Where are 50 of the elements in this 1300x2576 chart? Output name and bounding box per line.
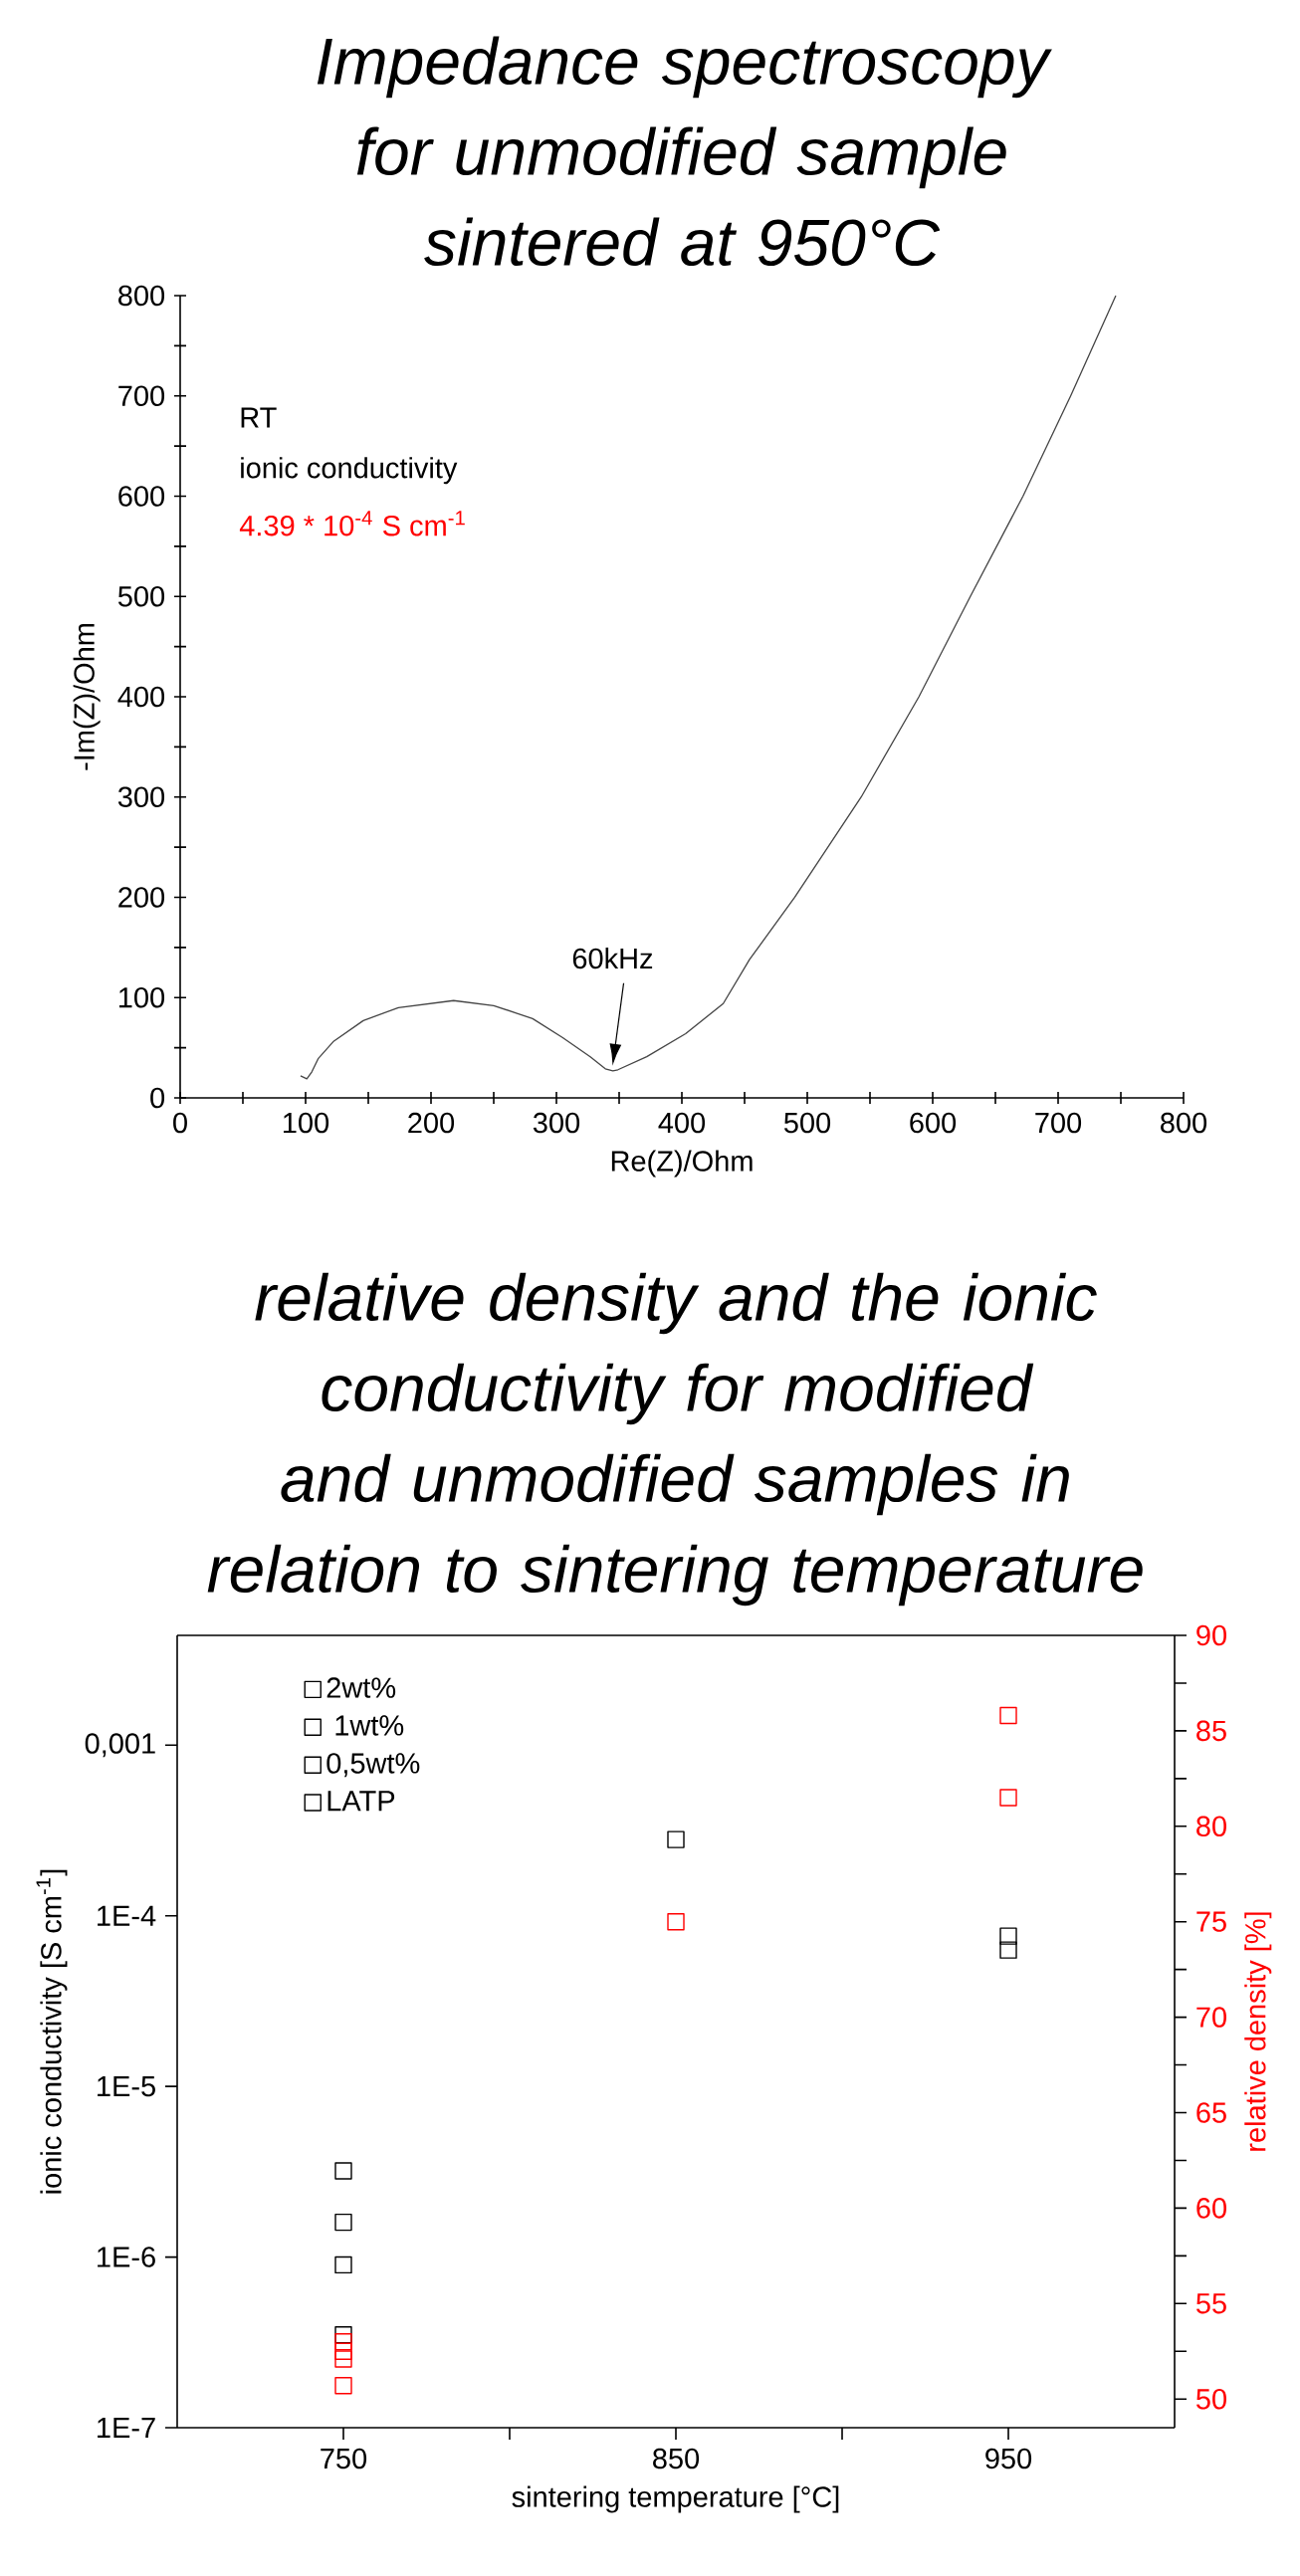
y-axis-title: -Im(Z)/Ohm bbox=[73, 623, 101, 770]
chart-title: relative density and the ionic conductivity for modified and unmodified samples in relation to sintering temperature bbox=[207, 1272, 1143, 1607]
x-tick-label: 850 bbox=[653, 2448, 700, 2469]
x-tick-label: 300 bbox=[533, 1112, 580, 1134]
y-tick-label: 100 bbox=[118, 986, 165, 1008]
y-tick-label: 500 bbox=[117, 585, 165, 607]
y-tick-label: 1E-7 bbox=[98, 2418, 155, 2438]
x-tick-label: 700 bbox=[1035, 1112, 1082, 1134]
y2-tick-label: 80 bbox=[1196, 1816, 1226, 1837]
x-tick-label: 400 bbox=[658, 1112, 706, 1134]
x-tick-label: 100 bbox=[284, 1112, 329, 1134]
y2-tick-label: 70 bbox=[1196, 2007, 1226, 2028]
legend-label: 1wt% bbox=[335, 1715, 404, 1736]
annotation: RT bbox=[241, 407, 277, 428]
y2-tick-label: 60 bbox=[1196, 2198, 1226, 2219]
y2-tick-label: 90 bbox=[1196, 1624, 1226, 1646]
x-tick-label: 500 bbox=[783, 1112, 831, 1134]
annotation: ionic conductivity bbox=[241, 457, 458, 485]
y-axis-title: ionic conductivity [S cm$^{-1}$] bbox=[36, 1869, 68, 2194]
annotation: 60kHz bbox=[572, 947, 653, 969]
x-tick-label: 750 bbox=[321, 2448, 367, 2469]
y-tick-label: 300 bbox=[117, 786, 165, 807]
y-tick-label: 1E-6 bbox=[98, 2247, 155, 2267]
y-tick-label: 0 bbox=[150, 1087, 165, 1109]
y2-tick-label: 75 bbox=[1196, 1911, 1226, 1932]
x-tick-label: 200 bbox=[408, 1112, 455, 1134]
y2-tick-label: 85 bbox=[1196, 1720, 1226, 1742]
y-tick-label: 200 bbox=[118, 887, 165, 908]
x-tick-label: 0 bbox=[173, 1112, 187, 1134]
annotation: 4.39 * 10$^{-4}$ S cm$^{-1}$ bbox=[239, 511, 465, 537]
x-tick-label: 950 bbox=[985, 2448, 1032, 2469]
x-axis-title: Re(Z)/Ohm bbox=[611, 1150, 753, 1178]
y-tick-label: 1E-5 bbox=[98, 2076, 155, 2097]
y-tick-label: 400 bbox=[117, 686, 165, 708]
y-tick-label: 700 bbox=[118, 385, 165, 406]
chart-title: Impedance spectroscopy for unmodified sample sintered at 950°C bbox=[317, 36, 1052, 267]
x-tick-label: 800 bbox=[1161, 1112, 1207, 1134]
y-tick-label: 800 bbox=[118, 285, 165, 307]
x-tick-label: 600 bbox=[910, 1112, 957, 1134]
y-tick-label: 1E-4 bbox=[98, 1905, 156, 1926]
x-axis-title: sintering temperature [°C] bbox=[512, 2485, 839, 2513]
legend-label: LATP bbox=[327, 1791, 395, 1812]
y2-tick-label: 50 bbox=[1196, 2388, 1226, 2410]
y-tick-label: 600 bbox=[118, 486, 165, 507]
y2-tick-label: 65 bbox=[1196, 2102, 1226, 2123]
y2-axis-title: relative density [%] bbox=[1244, 1912, 1272, 2151]
legend-label: 0,5wt% bbox=[326, 1753, 420, 1778]
legend-label: 2wt% bbox=[326, 1677, 396, 1698]
y-tick-label: 0,001 bbox=[85, 1733, 155, 1758]
y2-tick-label: 55 bbox=[1196, 2293, 1226, 2314]
